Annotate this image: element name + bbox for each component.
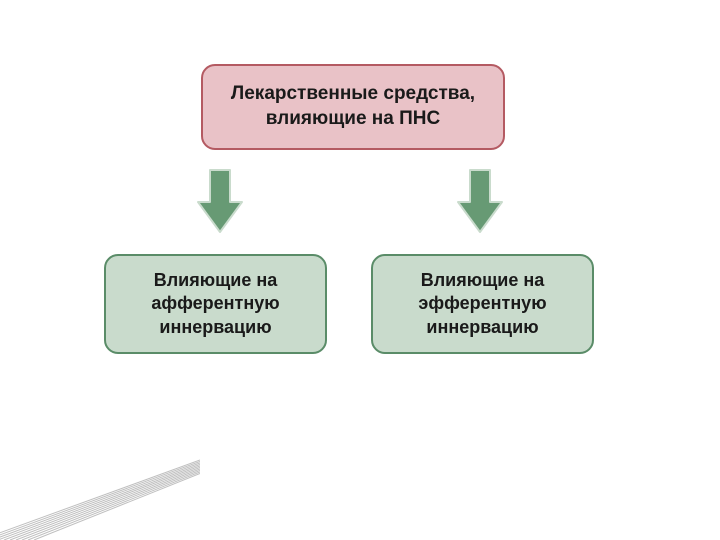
right-box-line3: иннервацию [418,316,546,339]
top-box: Лекарственные средства, влияющие на ПНС [201,64,505,150]
right-box-line2: эфферентную [418,292,546,315]
top-box-line2: влияющие на ПНС [231,107,475,132]
top-box-line1: Лекарственные средства, [231,82,475,107]
left-box-line3: иннервацию [151,316,279,339]
right-box-line1: Влияющие на [418,269,546,292]
top-box-text: Лекарственные средства, влияющие на ПНС [231,82,475,131]
right-box: Влияющие на эфферентную иннервацию [371,254,594,354]
left-box-line2: афферентную [151,292,279,315]
corner-decoration [0,450,200,540]
left-box-line1: Влияющие на [151,269,279,292]
arrow-down-left-icon [196,168,244,234]
left-box-text: Влияющие на афферентную иннервацию [151,269,279,339]
left-box: Влияющие на афферентную иннервацию [104,254,327,354]
right-box-text: Влияющие на эфферентную иннервацию [418,269,546,339]
arrow-down-right-icon [456,168,504,234]
